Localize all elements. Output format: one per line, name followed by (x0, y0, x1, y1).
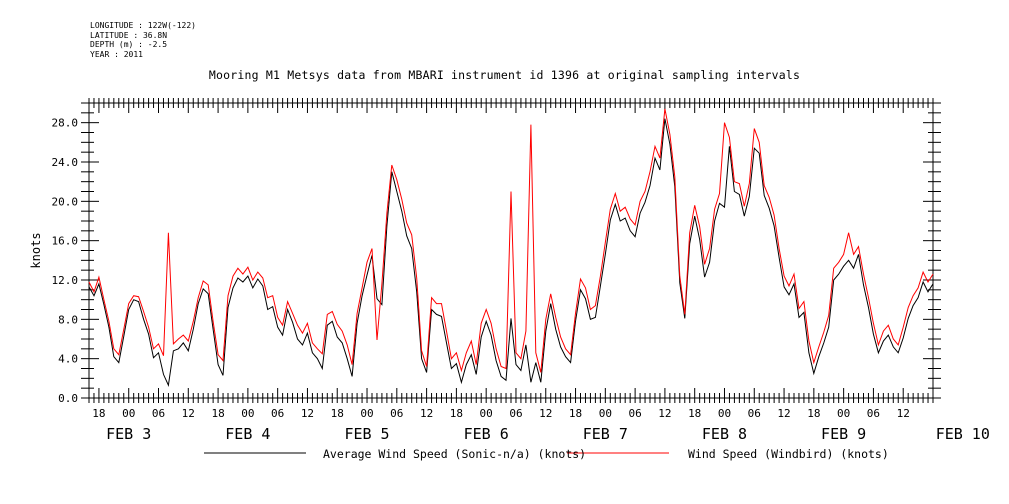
x-day-label: FEB 6 (464, 425, 509, 443)
x-tick-label: 12 (777, 407, 790, 420)
x-tick-label: 00 (599, 407, 612, 420)
x-tick-label: 12 (539, 407, 552, 420)
y-tick-label: 4.0 (58, 353, 78, 366)
x-day-label: FEB 10 (936, 425, 990, 443)
chart-title: Mooring M1 Metsys data from MBARI instru… (208, 68, 801, 82)
x-tick-label: 06 (867, 407, 880, 420)
x-day-label: FEB 5 (344, 425, 389, 443)
x-tick-label: 00 (837, 407, 850, 420)
x-tick-label: 00 (122, 407, 135, 420)
x-tick-label: 06 (509, 407, 522, 420)
y-tick-label: 28.0 (52, 117, 79, 130)
x-tick-label: 12 (897, 407, 910, 420)
x-tick-label: 18 (211, 407, 224, 420)
x-tick-label: 12 (301, 407, 314, 420)
x-tick-label: 18 (450, 407, 463, 420)
series-windbird-line (88, 108, 934, 373)
x-tick-label: 18 (569, 407, 582, 420)
series-average-line (88, 118, 934, 387)
x-tick-label: 18 (92, 407, 105, 420)
x-tick-label: 06 (390, 407, 403, 420)
latitude-text: LATITUDE : 36.8N (90, 30, 168, 40)
metadata-block: LONGITUDE : 122W(-122) LATITUDE : 36.8N … (90, 21, 196, 59)
y-tick-label: 24.0 (52, 156, 79, 169)
x-tick-label: 00 (360, 407, 373, 420)
depth-text: DEPTH (m) : -2.5 (90, 40, 168, 49)
x-day-label: FEB 9 (821, 425, 866, 443)
x-day-label: FEB 8 (702, 425, 747, 443)
legend-entry-average: Average Wind Speed (Sonic-n/a) (knots) (323, 447, 586, 463)
x-day-label: FEB 3 (106, 425, 151, 443)
x-day-label: FEB 7 (583, 425, 628, 443)
x-tick-label: 12 (182, 407, 195, 420)
x-tick-label: 00 (718, 407, 731, 420)
y-tick-label: 20.0 (52, 195, 79, 208)
y-tick-label: 0.0 (58, 392, 78, 405)
legend-label-windbird: Wind Speed (Windbird) (knots) (688, 447, 889, 461)
x-tick-label: 06 (271, 407, 284, 420)
x-tick-label: 00 (480, 407, 493, 420)
x-tick-label: 12 (420, 407, 433, 420)
x-tick-label: 06 (748, 407, 761, 420)
y-tick-label: 16.0 (52, 235, 79, 248)
year-text: YEAR : 2011 (90, 49, 143, 59)
y-tick-label: 12.0 (52, 274, 79, 287)
x-tick-label: 18 (807, 407, 820, 420)
legend-entry-windbird: Wind Speed (Windbird) (knots) (688, 447, 889, 463)
x-tick-label: 06 (628, 407, 641, 420)
longitude-text: LONGITUDE : 122W(-122) (90, 21, 196, 30)
plot-frame (88, 102, 934, 399)
x-tick-label: 00 (241, 407, 254, 420)
y-axis-label: knots (29, 232, 43, 268)
x-tick-label: 12 (658, 407, 671, 420)
x-tick-label: 06 (152, 407, 165, 420)
x-tick-label: 18 (331, 407, 344, 420)
x-day-label: FEB 4 (225, 425, 270, 443)
legend-label-average: Average Wind Speed (Sonic-n/a) (knots) (323, 447, 587, 461)
y-tick-label: 8.0 (58, 313, 78, 326)
x-tick-label: 18 (688, 407, 701, 420)
